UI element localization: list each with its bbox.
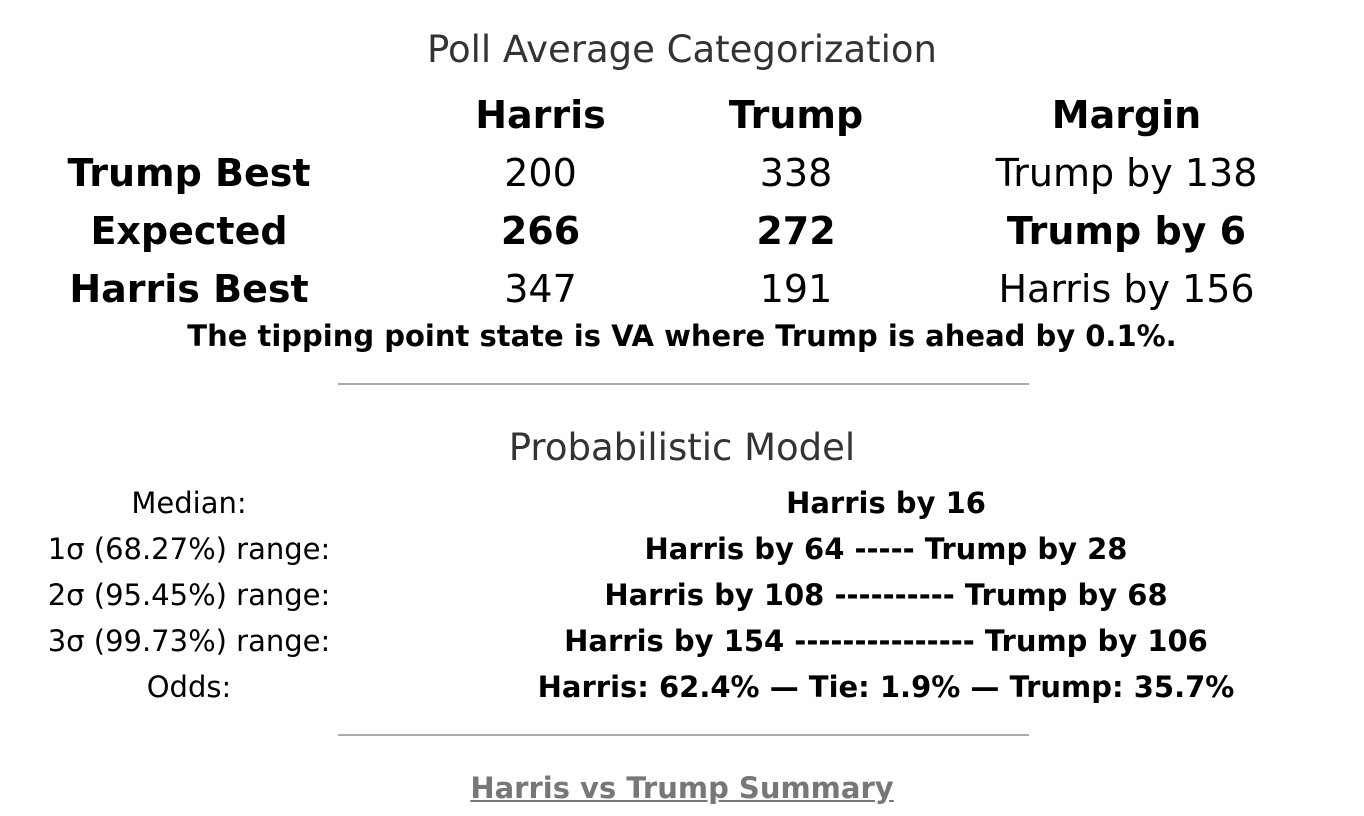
model-row-1-sigma: 1σ (68.27%) range: Harris by 64 ----- Tr… bbox=[0, 529, 1364, 569]
model-row-label: Odds: bbox=[146, 670, 232, 704]
model-row-label: 2σ (95.45%) range: bbox=[47, 578, 331, 612]
tipping-point-text: The tipping point state is VA where Trum… bbox=[187, 319, 1177, 353]
model-row-median: Median: Harris by 16 bbox=[0, 483, 1364, 523]
model-row-value: Harris by 64 ----- Trump by 28 bbox=[644, 532, 1128, 566]
poll-average-title: Poll Average Categorization bbox=[426, 28, 937, 71]
margin: Harris by 156 bbox=[998, 267, 1255, 311]
table-header-row: Harris Trump Margin bbox=[0, 86, 1364, 144]
harris-ev: 200 bbox=[504, 151, 577, 195]
table-row-harris-best: Harris Best 347 191 Harris by 156 bbox=[0, 260, 1364, 318]
model-row-label: Median: bbox=[131, 486, 247, 520]
model-row-label: 3σ (99.73%) range: bbox=[47, 624, 331, 658]
row-label: Trump Best bbox=[67, 151, 311, 195]
model-row-value: Harris by 16 bbox=[786, 486, 986, 520]
trump-ev: 191 bbox=[759, 267, 833, 311]
model-row-3-sigma: 3σ (99.73%) range: Harris by 154 -------… bbox=[0, 621, 1364, 661]
trump-ev: 338 bbox=[759, 151, 833, 195]
model-row-value: Harris: 62.4% — Tie: 1.9% — Trump: 35.7% bbox=[537, 670, 1235, 704]
model-row-odds: Odds: Harris: 62.4% — Tie: 1.9% — Trump:… bbox=[0, 667, 1364, 707]
margin: Trump by 6 bbox=[1006, 209, 1247, 253]
row-label: Harris Best bbox=[69, 267, 309, 311]
harris-ev: 266 bbox=[500, 209, 581, 253]
summary-link[interactable]: Harris vs Trump Summary bbox=[470, 771, 894, 805]
model-row-value: Harris by 108 ---------- Trump by 68 bbox=[604, 578, 1168, 612]
header-empty bbox=[0, 86, 378, 144]
model-row-2-sigma: 2σ (95.45%) range: Harris by 108 -------… bbox=[0, 575, 1364, 615]
header-trump: Trump bbox=[728, 93, 864, 137]
header-margin: Margin bbox=[1051, 93, 1202, 137]
model-row-value: Harris by 154 --------------- Trump by 1… bbox=[564, 624, 1208, 658]
row-label: Expected bbox=[90, 209, 288, 253]
table-row-expected: Expected 266 272 Trump by 6 bbox=[0, 202, 1364, 260]
poll-average-table: Harris Trump Margin Trump Best 200 338 T… bbox=[0, 86, 1364, 318]
table-row-trump-best: Trump Best 200 338 Trump by 138 bbox=[0, 144, 1364, 202]
trump-ev: 272 bbox=[756, 209, 836, 253]
probabilistic-model-title: Probabilistic Model bbox=[508, 426, 856, 469]
section-divider bbox=[338, 383, 1029, 385]
harris-ev: 347 bbox=[504, 267, 577, 311]
section-divider bbox=[338, 734, 1029, 736]
header-harris: Harris bbox=[475, 93, 606, 137]
margin: Trump by 138 bbox=[995, 151, 1258, 195]
summary-link-container: Harris vs Trump Summary bbox=[0, 768, 1364, 808]
model-row-label: 1σ (68.27%) range: bbox=[47, 532, 331, 566]
